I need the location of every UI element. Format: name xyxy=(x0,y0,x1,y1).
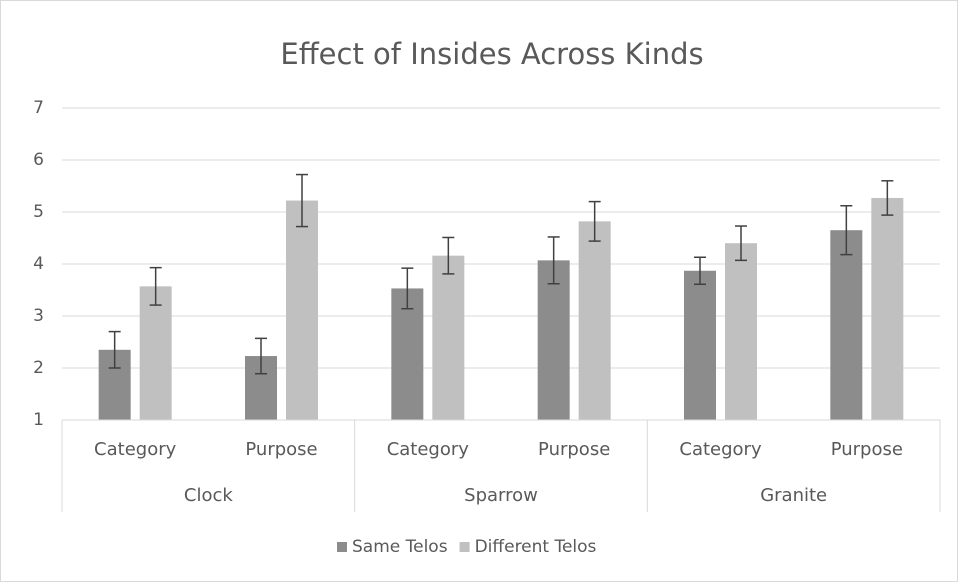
bar xyxy=(578,221,611,420)
error-bar xyxy=(255,337,267,375)
error-bar xyxy=(401,267,414,310)
error-bar xyxy=(149,266,162,306)
bar xyxy=(871,197,904,420)
bar xyxy=(725,243,757,420)
error-bar xyxy=(442,236,455,275)
chart-title: Effect of Insides Across Kinds xyxy=(280,37,703,71)
bar xyxy=(432,255,465,420)
x-tick-label: Purpose xyxy=(538,439,610,460)
group-label: Granite xyxy=(760,485,827,506)
x-tick-label: Purpose xyxy=(245,439,317,460)
error-bar xyxy=(694,256,706,286)
error-bar xyxy=(296,173,308,228)
y-tick-label: 4 xyxy=(33,254,44,274)
bar xyxy=(684,270,716,420)
y-tick-label: 3 xyxy=(33,306,44,326)
error-bar xyxy=(840,205,853,256)
error-bar xyxy=(588,200,601,242)
group-label: Clock xyxy=(184,485,233,506)
x-tick-label: Category xyxy=(387,439,470,460)
x-tick-label: Purpose xyxy=(831,439,903,460)
y-tick-label: 2 xyxy=(33,358,44,378)
legend-swatch xyxy=(337,542,347,552)
bar xyxy=(830,230,863,420)
y-tick-label: 5 xyxy=(33,202,44,222)
bar xyxy=(286,200,318,420)
bar xyxy=(139,286,172,420)
error-bar xyxy=(547,236,560,285)
y-tick-label: 6 xyxy=(33,150,44,170)
legend-swatch xyxy=(459,542,470,552)
x-tick-label: Category xyxy=(94,439,177,460)
x-tick-label: Category xyxy=(679,439,762,460)
error-bar xyxy=(735,225,747,262)
legend-label: Different Telos xyxy=(475,537,597,557)
legend-label: Same Telos xyxy=(352,537,448,557)
error-bar xyxy=(108,330,121,369)
bar xyxy=(537,260,570,420)
y-tick-label: 1 xyxy=(33,410,44,430)
group-label: Sparrow xyxy=(464,485,538,506)
error-bar xyxy=(881,180,894,216)
bar xyxy=(391,288,424,420)
y-tick-label: 7 xyxy=(33,98,44,118)
